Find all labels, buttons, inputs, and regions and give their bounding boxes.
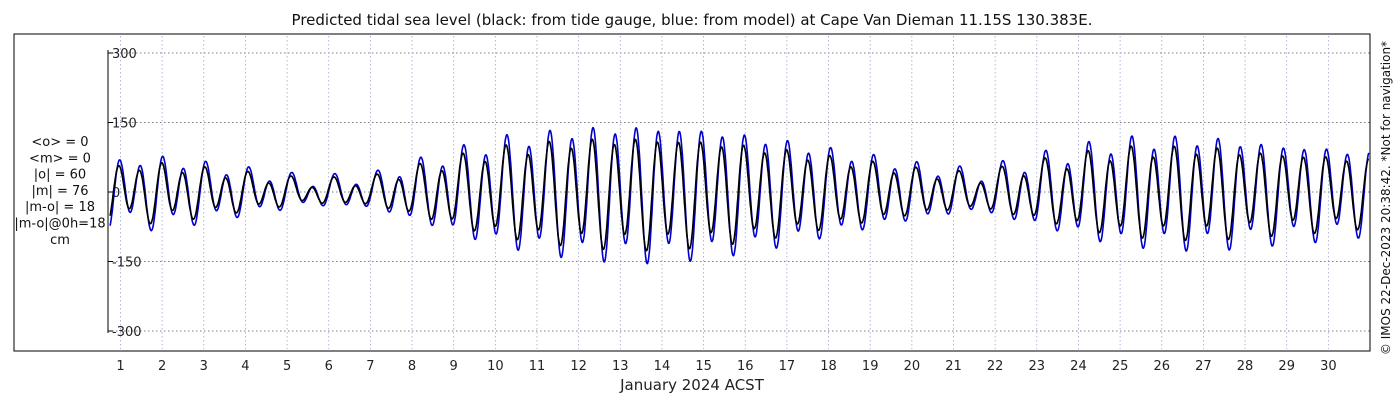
x-tick-label: 6 xyxy=(325,359,333,374)
stat-line: <m> = 0 xyxy=(29,151,91,166)
x-tick-label: 9 xyxy=(450,359,458,374)
x-tick-label: 3 xyxy=(200,359,208,374)
x-tick-label: 22 xyxy=(987,359,1004,374)
x-tick-label: 8 xyxy=(408,359,416,374)
x-tick-label: 1 xyxy=(116,359,124,374)
series-lines xyxy=(109,126,1370,265)
x-tick-label: 21 xyxy=(945,359,962,374)
y-tick-label: 150 xyxy=(112,117,137,132)
y-tick-label: 300 xyxy=(112,47,137,62)
x-tick-label: 25 xyxy=(1112,359,1129,374)
x-tick-label: 15 xyxy=(695,359,712,374)
x-tick-label: 12 xyxy=(570,359,587,374)
x-tick-label: 2 xyxy=(158,359,166,374)
x-tick-label: 14 xyxy=(654,359,671,374)
x-axis-ticks: 1 2 3 4 5 6 7 8 9 10 11 12 13 14 15 16 17 18 19 20 21 22 23 24 2… xyxy=(116,359,1336,374)
x-tick-label: 17 xyxy=(779,359,796,374)
stat-line: |o| = 60 xyxy=(34,168,86,183)
x-tick-label: 19 xyxy=(862,359,879,374)
y-axis-ticks: 300 150 0 -150 -300 xyxy=(108,47,142,340)
y-tick-label: -150 xyxy=(112,256,142,271)
x-tick-label: 11 xyxy=(529,359,546,374)
x-tick-label: 10 xyxy=(487,359,504,374)
plot-frame xyxy=(13,33,1371,352)
x-tick-label: 16 xyxy=(737,359,754,374)
x-tick-label: 29 xyxy=(1278,359,1295,374)
stat-line: cm xyxy=(50,233,70,248)
x-tick-label: 26 xyxy=(1153,359,1170,374)
x-tick-label: 5 xyxy=(283,359,291,374)
x-tick-label: 4 xyxy=(241,359,249,374)
x-tick-label: 20 xyxy=(904,359,921,374)
chart-title: Predicted tidal sea level (black: from t… xyxy=(292,11,1093,29)
x-tick-label: 24 xyxy=(1070,359,1087,374)
x-tick-label: 18 xyxy=(820,359,837,374)
stat-line: |m-o| = 18 xyxy=(25,200,95,215)
y-tick-label: 0 xyxy=(112,186,120,201)
statistics-panel: <o> = 0<m> = 0 |o| = 60|m| = 76|m-o| = 18… xyxy=(14,135,105,248)
stat-line: |m| = 76 xyxy=(31,184,88,199)
series-line-tide-gauge xyxy=(109,138,1370,252)
copyright-notice: © IMOS 22-Dec-2023 20:38:42. *Not for na… xyxy=(1379,41,1393,355)
x-tick-label: 7 xyxy=(366,359,374,374)
x-tick-label: 28 xyxy=(1237,359,1254,374)
y-tick-label: -300 xyxy=(112,325,142,340)
stat-line: <o> = 0 xyxy=(31,135,88,150)
x-tick-label: 27 xyxy=(1195,359,1212,374)
x-axis-label: January 2024 ACST xyxy=(619,376,765,394)
x-tick-label: 30 xyxy=(1320,359,1337,374)
stat-line: |m-o|@0h=18 xyxy=(14,217,105,232)
x-tick-label: 13 xyxy=(612,359,629,374)
x-tick-label: 23 xyxy=(1029,359,1046,374)
